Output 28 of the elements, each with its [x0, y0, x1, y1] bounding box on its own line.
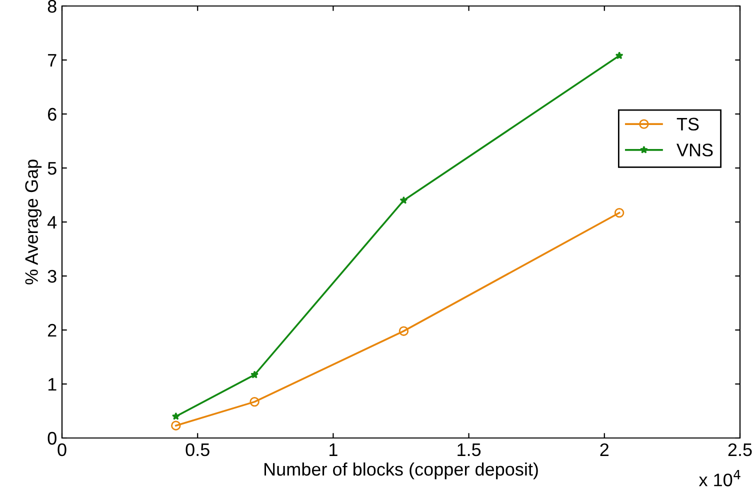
x-tick-label: 1	[330, 444, 338, 456]
y-axis-title: % Average Gap	[25, 160, 42, 284]
x-tick-label: 0	[58, 443, 66, 456]
y-tick-label: 2	[48, 324, 56, 337]
point	[172, 412, 180, 420]
x-axis-title: Number of blocks (copper deposit)	[264, 462, 538, 480]
y-tick-label: 7	[48, 54, 56, 67]
x-tick-label: 1.5	[458, 444, 481, 456]
y-tick-label: 6	[48, 108, 56, 121]
point	[614, 208, 624, 218]
y-tick-label: 4	[48, 216, 57, 229]
point	[398, 326, 409, 336]
y-tick-label: 3	[48, 270, 56, 283]
point	[400, 196, 408, 204]
legend-label: VNS	[676, 144, 713, 156]
y-tick-label: 8	[48, 0, 56, 13]
text: x 10$^{4}$	[698, 470, 740, 486]
y-tick-label: 1	[48, 378, 56, 391]
x-tick-label: 2.5	[728, 443, 752, 456]
point	[250, 396, 260, 407]
y-tick-label: 5	[48, 162, 56, 175]
legend-label: TS	[676, 118, 699, 131]
point	[250, 370, 259, 378]
point	[171, 420, 181, 430]
x-tick-label: 0.5	[186, 443, 210, 456]
x-tick-label: 2	[600, 443, 609, 456]
point	[615, 52, 624, 60]
y-tick-label: 0	[48, 432, 56, 445]
